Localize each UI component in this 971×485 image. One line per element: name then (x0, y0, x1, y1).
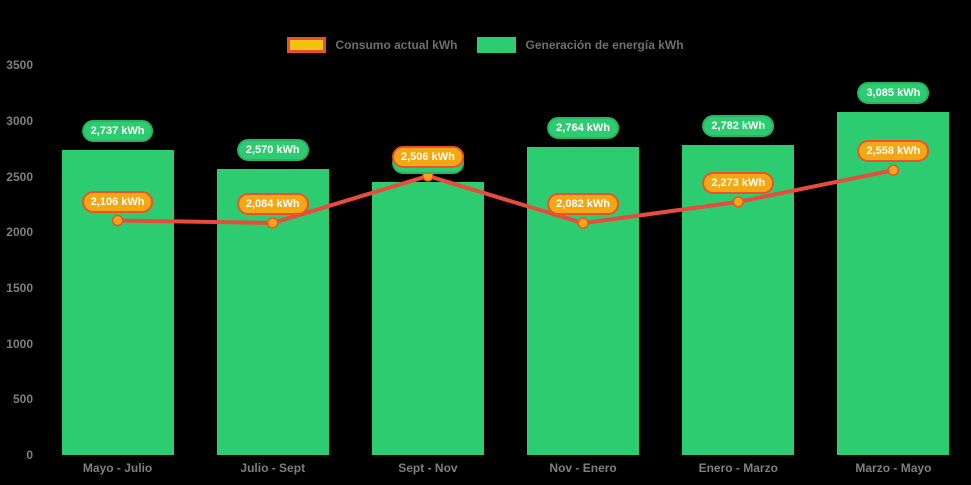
x-axis-category-label: Julio - Sept (240, 461, 306, 475)
legend-label-consumo: Consumo actual kWh (335, 38, 458, 52)
line-value-badge: 2,506 kWh (392, 145, 464, 168)
line-value-badge: 2,558 kWh (857, 140, 930, 163)
line-value-badge: 2,084 kWh (236, 192, 309, 215)
legend-item-generacion[interactable]: Generación de energía kWh (477, 37, 684, 53)
y-axis-tick-label: 0 (26, 448, 33, 462)
bar-value-badge: 2,764 kWh (547, 117, 619, 140)
y-axis-tick-label: 2000 (6, 225, 33, 240)
bar-value-badge: 2,737 kWh (81, 120, 154, 143)
y-axis-tick-label: 1000 (6, 336, 33, 351)
x-axis-category-label: Nov - Enero (549, 461, 617, 475)
line-value-badge: 2,082 kWh (547, 193, 619, 216)
consumo-line-swatch-icon (287, 37, 327, 53)
y-axis-tick-label: 500 (12, 392, 33, 407)
bar-value-badge: 3,085 kWh (857, 81, 930, 104)
y-axis-tick-label: 1500 (6, 280, 33, 295)
x-axis-category-label: Marzo - Mayo (855, 461, 932, 475)
legend-label-generacion: Generación de energía kWh (525, 38, 684, 52)
bar-value-badge: 2,782 kWh (702, 115, 775, 138)
bar-value-badge: 2,570 kWh (236, 138, 309, 161)
x-axis-category-label: Sept - Nov (398, 461, 458, 475)
y-axis-tick-label: 2500 (6, 169, 33, 184)
y-axis-tick-label: 3000 (6, 113, 33, 128)
generacion-bar-swatch-icon (477, 37, 517, 53)
generation-bar[interactable] (371, 182, 484, 455)
line-value-badge: 2,273 kWh (702, 171, 775, 194)
y-axis-tick-label: 3500 (6, 58, 33, 73)
line-value-badge: 2,106 kWh (81, 190, 154, 213)
x-axis-category-label: Mayo - Julio (82, 461, 153, 475)
generation-bar[interactable] (837, 111, 950, 455)
x-axis-category-label: Enero - Marzo (698, 461, 778, 475)
legend-item-consumo[interactable]: Consumo actual kWh (287, 37, 457, 53)
chart-legend: Consumo actual kWh Generación de energía… (0, 37, 971, 53)
